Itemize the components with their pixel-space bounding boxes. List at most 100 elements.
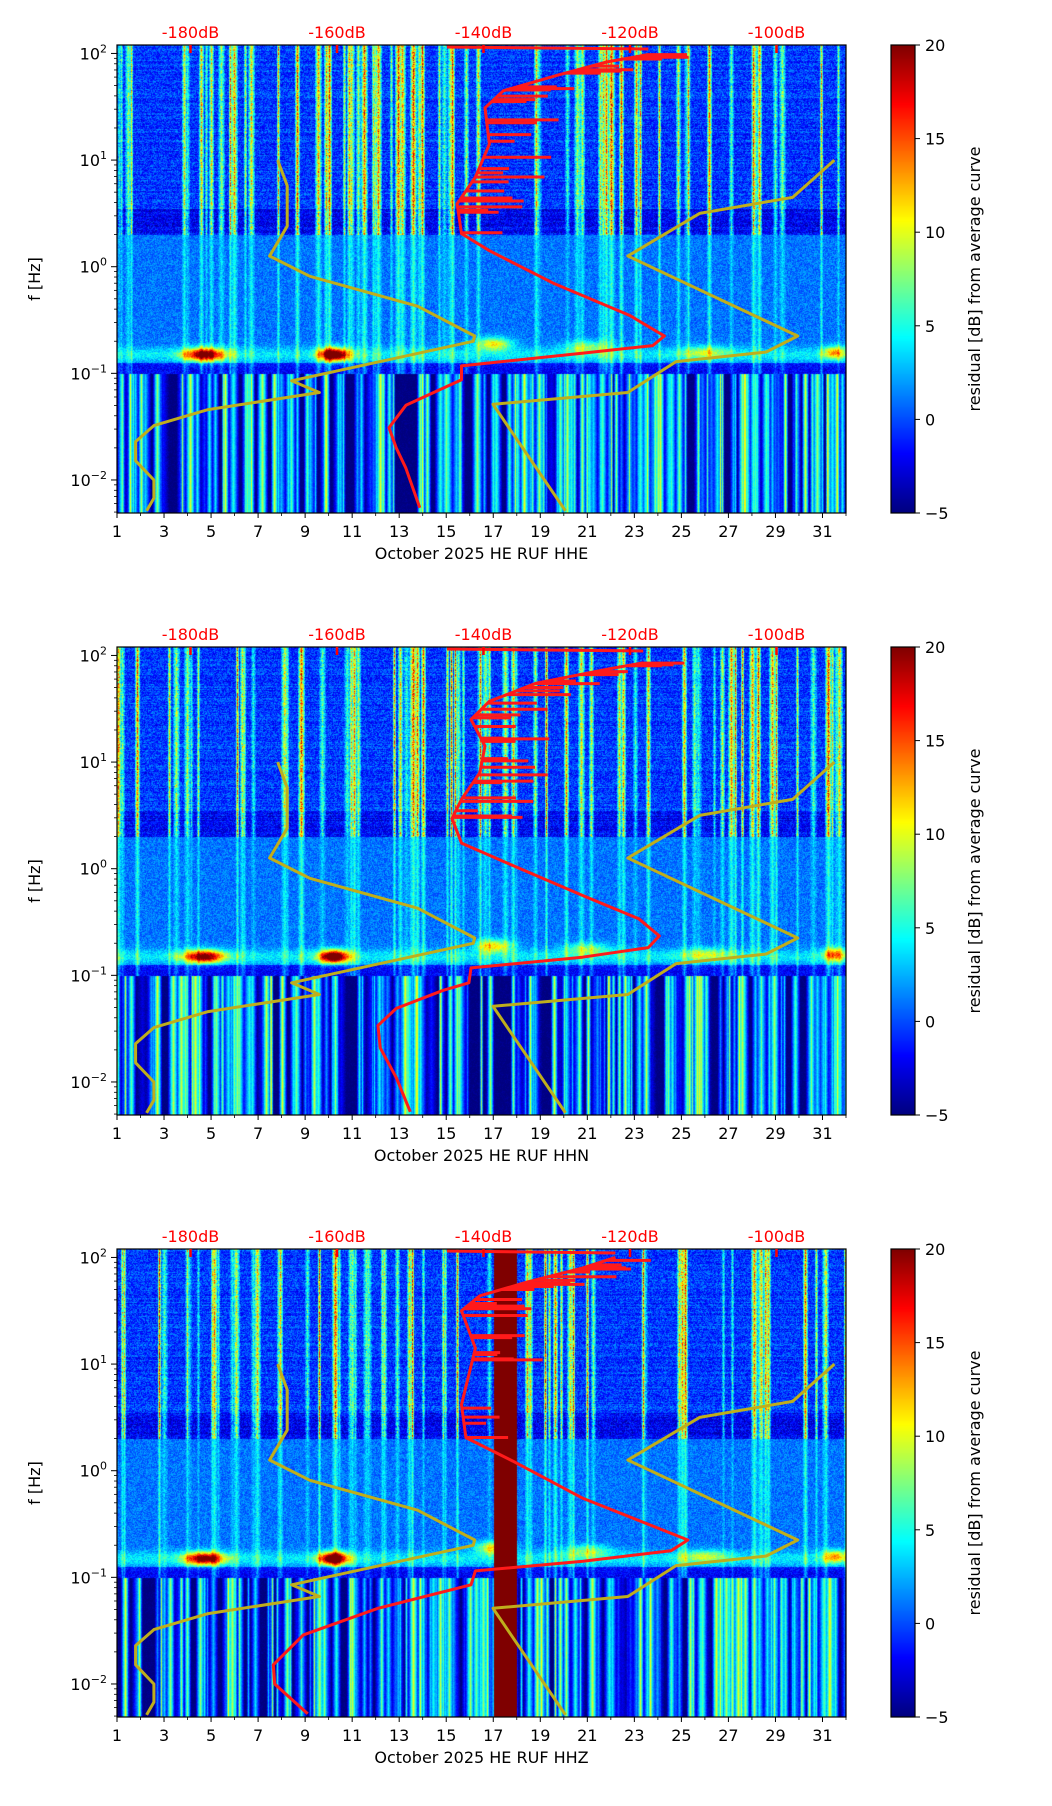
- y-tick-base: 10: [70, 471, 90, 490]
- x-tick-label: 9: [300, 522, 310, 541]
- average-psd-curve: [271, 1255, 690, 1715]
- top-db-tick-label: -160dB: [308, 23, 365, 42]
- colorbar-tick-label: 5: [925, 317, 935, 336]
- y-tick-exponent: −2: [91, 1071, 107, 1084]
- x-tick-label: 27: [718, 522, 738, 541]
- x-tick-label: 27: [718, 1726, 738, 1745]
- x-tick-label: 1: [112, 1726, 122, 1745]
- y-tick-exponent: 0: [100, 858, 107, 871]
- nlnm-curve: [134, 1363, 477, 1716]
- y-tick-exponent: 2: [100, 644, 107, 657]
- spectrogram-panel-hhz: 1 3 5 7 9 11 13 15 17 19 21 23 25 27 29 31 October 2025 …: [0, 1204, 1052, 1804]
- x-tick-label: 11: [342, 1726, 362, 1745]
- x-tick-label: 7: [253, 522, 263, 541]
- x-tick-label: 17: [483, 1124, 503, 1143]
- y-tick-base: 10: [80, 646, 100, 665]
- colorbar-tick-label: 20: [925, 638, 945, 657]
- y-tick-base: 10: [70, 1675, 90, 1694]
- top-db-tick-label: -100dB: [748, 625, 805, 644]
- y-axis-label: f [Hz]: [25, 1461, 44, 1505]
- y-tick-label: 100: [80, 256, 107, 277]
- x-tick-label: 15: [436, 1124, 456, 1143]
- y-tick-base: 10: [80, 860, 100, 879]
- top-db-tick-label: -180dB: [162, 625, 219, 644]
- top-db-tick-label: -140dB: [455, 625, 512, 644]
- top-db-tick-label: -160dB: [308, 1227, 365, 1246]
- y-tick-base: 10: [80, 1248, 100, 1267]
- y-tick-label: 10−1: [70, 362, 107, 383]
- y-tick-exponent: −1: [91, 1566, 107, 1579]
- x-tick-label: 5: [206, 522, 216, 541]
- colorbar-tick-label: 0: [925, 410, 935, 429]
- y-tick-exponent: 0: [100, 256, 107, 269]
- x-tick-label: 31: [812, 1726, 832, 1745]
- y-tick-base: 10: [80, 44, 100, 63]
- average-psd-top-segment: [446, 1249, 616, 1255]
- colorbar-tick-label: 15: [925, 1334, 945, 1353]
- colorbar-gradient: [891, 647, 915, 1115]
- x-tick-label: 11: [342, 522, 362, 541]
- y-tick-label: 101: [80, 149, 107, 170]
- y-tick-label: 102: [80, 1246, 107, 1267]
- top-db-tick-label: -100dB: [748, 23, 805, 42]
- plot-frame: [116, 1248, 847, 1718]
- x-tick-label: 29: [765, 522, 785, 541]
- top-db-tick-label: -120dB: [601, 1227, 658, 1246]
- colorbar-tick-label: 15: [925, 732, 945, 751]
- y-tick-base: 10: [80, 1355, 100, 1374]
- x-tick-label: 25: [671, 1726, 691, 1745]
- x-tick-label: 21: [577, 1726, 597, 1745]
- colorbar-tick-label: 0: [925, 1614, 935, 1633]
- x-tick-label: 1: [112, 522, 122, 541]
- spectrogram-panel-hhe: 1 3 5 7 9 11 13 15 17 19 21 23 25 27 29 31 October 2025 …: [0, 0, 1052, 600]
- x-tick-label: 23: [624, 1726, 644, 1745]
- top-db-tick-label: -120dB: [601, 23, 658, 42]
- x-tick-label: 11: [342, 1124, 362, 1143]
- top-db-tick-label: -120dB: [601, 625, 658, 644]
- y-tick-exponent: −1: [91, 362, 107, 375]
- colorbar-gradient: [891, 45, 915, 513]
- spectrogram-image: [117, 45, 846, 513]
- x-axis-label: October 2025 HE RUF HHE: [375, 544, 588, 563]
- x-tick-label: 17: [483, 522, 503, 541]
- y-tick-base: 10: [70, 364, 90, 383]
- x-tick-label: 1: [112, 1124, 122, 1143]
- colorbar-tick-label: −5: [925, 1106, 949, 1125]
- nhnm-curve: [491, 158, 836, 512]
- colorbar-tick-label: 20: [925, 36, 945, 55]
- average-psd-top-segment: [446, 647, 644, 653]
- x-tick-label: 17: [483, 1726, 503, 1745]
- x-tick-label: 13: [389, 1726, 409, 1745]
- nlnm-curve: [134, 761, 477, 1114]
- y-tick-label: 10−2: [70, 1071, 107, 1092]
- y-tick-label: 101: [80, 751, 107, 772]
- y-tick-label: 10−2: [70, 1673, 107, 1694]
- spectrogram-panel-hhn: 1 3 5 7 9 11 13 15 17 19 21 23 25 27 29 31 October 2025 …: [0, 602, 1052, 1202]
- x-tick-label: 7: [253, 1726, 263, 1745]
- y-axis-label: f [Hz]: [25, 859, 44, 903]
- top-db-tick-label: -140dB: [455, 1227, 512, 1246]
- x-tick-label: 9: [300, 1726, 310, 1745]
- x-tick-label: 19: [530, 1124, 550, 1143]
- y-tick-exponent: −2: [91, 1673, 107, 1686]
- x-tick-label: 31: [812, 522, 832, 541]
- colorbar-tick-label: 20: [925, 1240, 945, 1259]
- x-tick-label: 23: [624, 1124, 644, 1143]
- colorbar-tick-label: 15: [925, 130, 945, 149]
- colorbar-gradient: [891, 1249, 915, 1717]
- colorbar-tick-label: 0: [925, 1012, 935, 1031]
- top-db-tick-label: -180dB: [162, 1227, 219, 1246]
- y-tick-exponent: 1: [100, 1353, 107, 1366]
- y-tick-label: 102: [80, 42, 107, 63]
- y-tick-label: 101: [80, 1353, 107, 1374]
- colorbar-tick-label: 5: [925, 919, 935, 938]
- x-axis-label: October 2025 HE RUF HHN: [374, 1146, 589, 1165]
- nhnm-curve: [491, 760, 836, 1114]
- y-tick-base: 10: [80, 753, 100, 772]
- spectrogram-image: [117, 647, 846, 1115]
- y-tick-base: 10: [80, 1462, 100, 1481]
- nlnm-curve: [134, 159, 477, 512]
- x-tick-label: 29: [765, 1124, 785, 1143]
- colorbar-tick-label: 5: [925, 1521, 935, 1540]
